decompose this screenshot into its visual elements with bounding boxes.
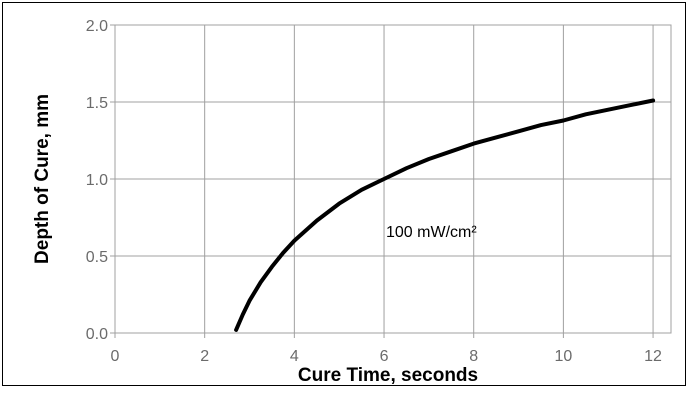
- annotation-label: 100 mW/cm²: [386, 224, 477, 241]
- y-axis-title: Depth of Cure, mm: [32, 94, 53, 264]
- cure-depth-curve: [234, 98, 656, 332]
- grid-lines: [110, 24, 672, 338]
- y-tick-label: 1.5: [86, 95, 108, 112]
- x-tick-label: 6: [380, 348, 389, 365]
- depth-of-cure-chart: 0 2 4 6 8 10 12 0.0 0.5 1.0 1.5 2.0 100 mW/cm² Cure…: [32, 18, 672, 386]
- x-axis-title: Cure Time, seconds: [298, 365, 478, 386]
- x-tick-label: 12: [644, 348, 662, 365]
- x-tick-label: 10: [554, 348, 572, 365]
- y-tick-label: 2.0: [86, 18, 108, 35]
- chart-frame: 0 2 4 6 8 10 12 0.0 0.5 1.0 1.5 2.0 100 mW/cm² Cure…: [2, 2, 686, 386]
- x-tick-label: 8: [469, 348, 478, 365]
- tick-labels: 0 2 4 6 8 10 12 0.0 0.5 1.0 1.5 2.0: [86, 18, 662, 365]
- x-tick-label: 2: [200, 348, 209, 365]
- x-tick-label: 0: [111, 348, 120, 365]
- y-tick-label: 1.0: [86, 172, 108, 189]
- x-tick-label: 4: [290, 348, 299, 365]
- data-series: [234, 98, 656, 332]
- y-tick-label: 0.5: [86, 249, 108, 266]
- y-tick-label: 0.0: [86, 326, 108, 343]
